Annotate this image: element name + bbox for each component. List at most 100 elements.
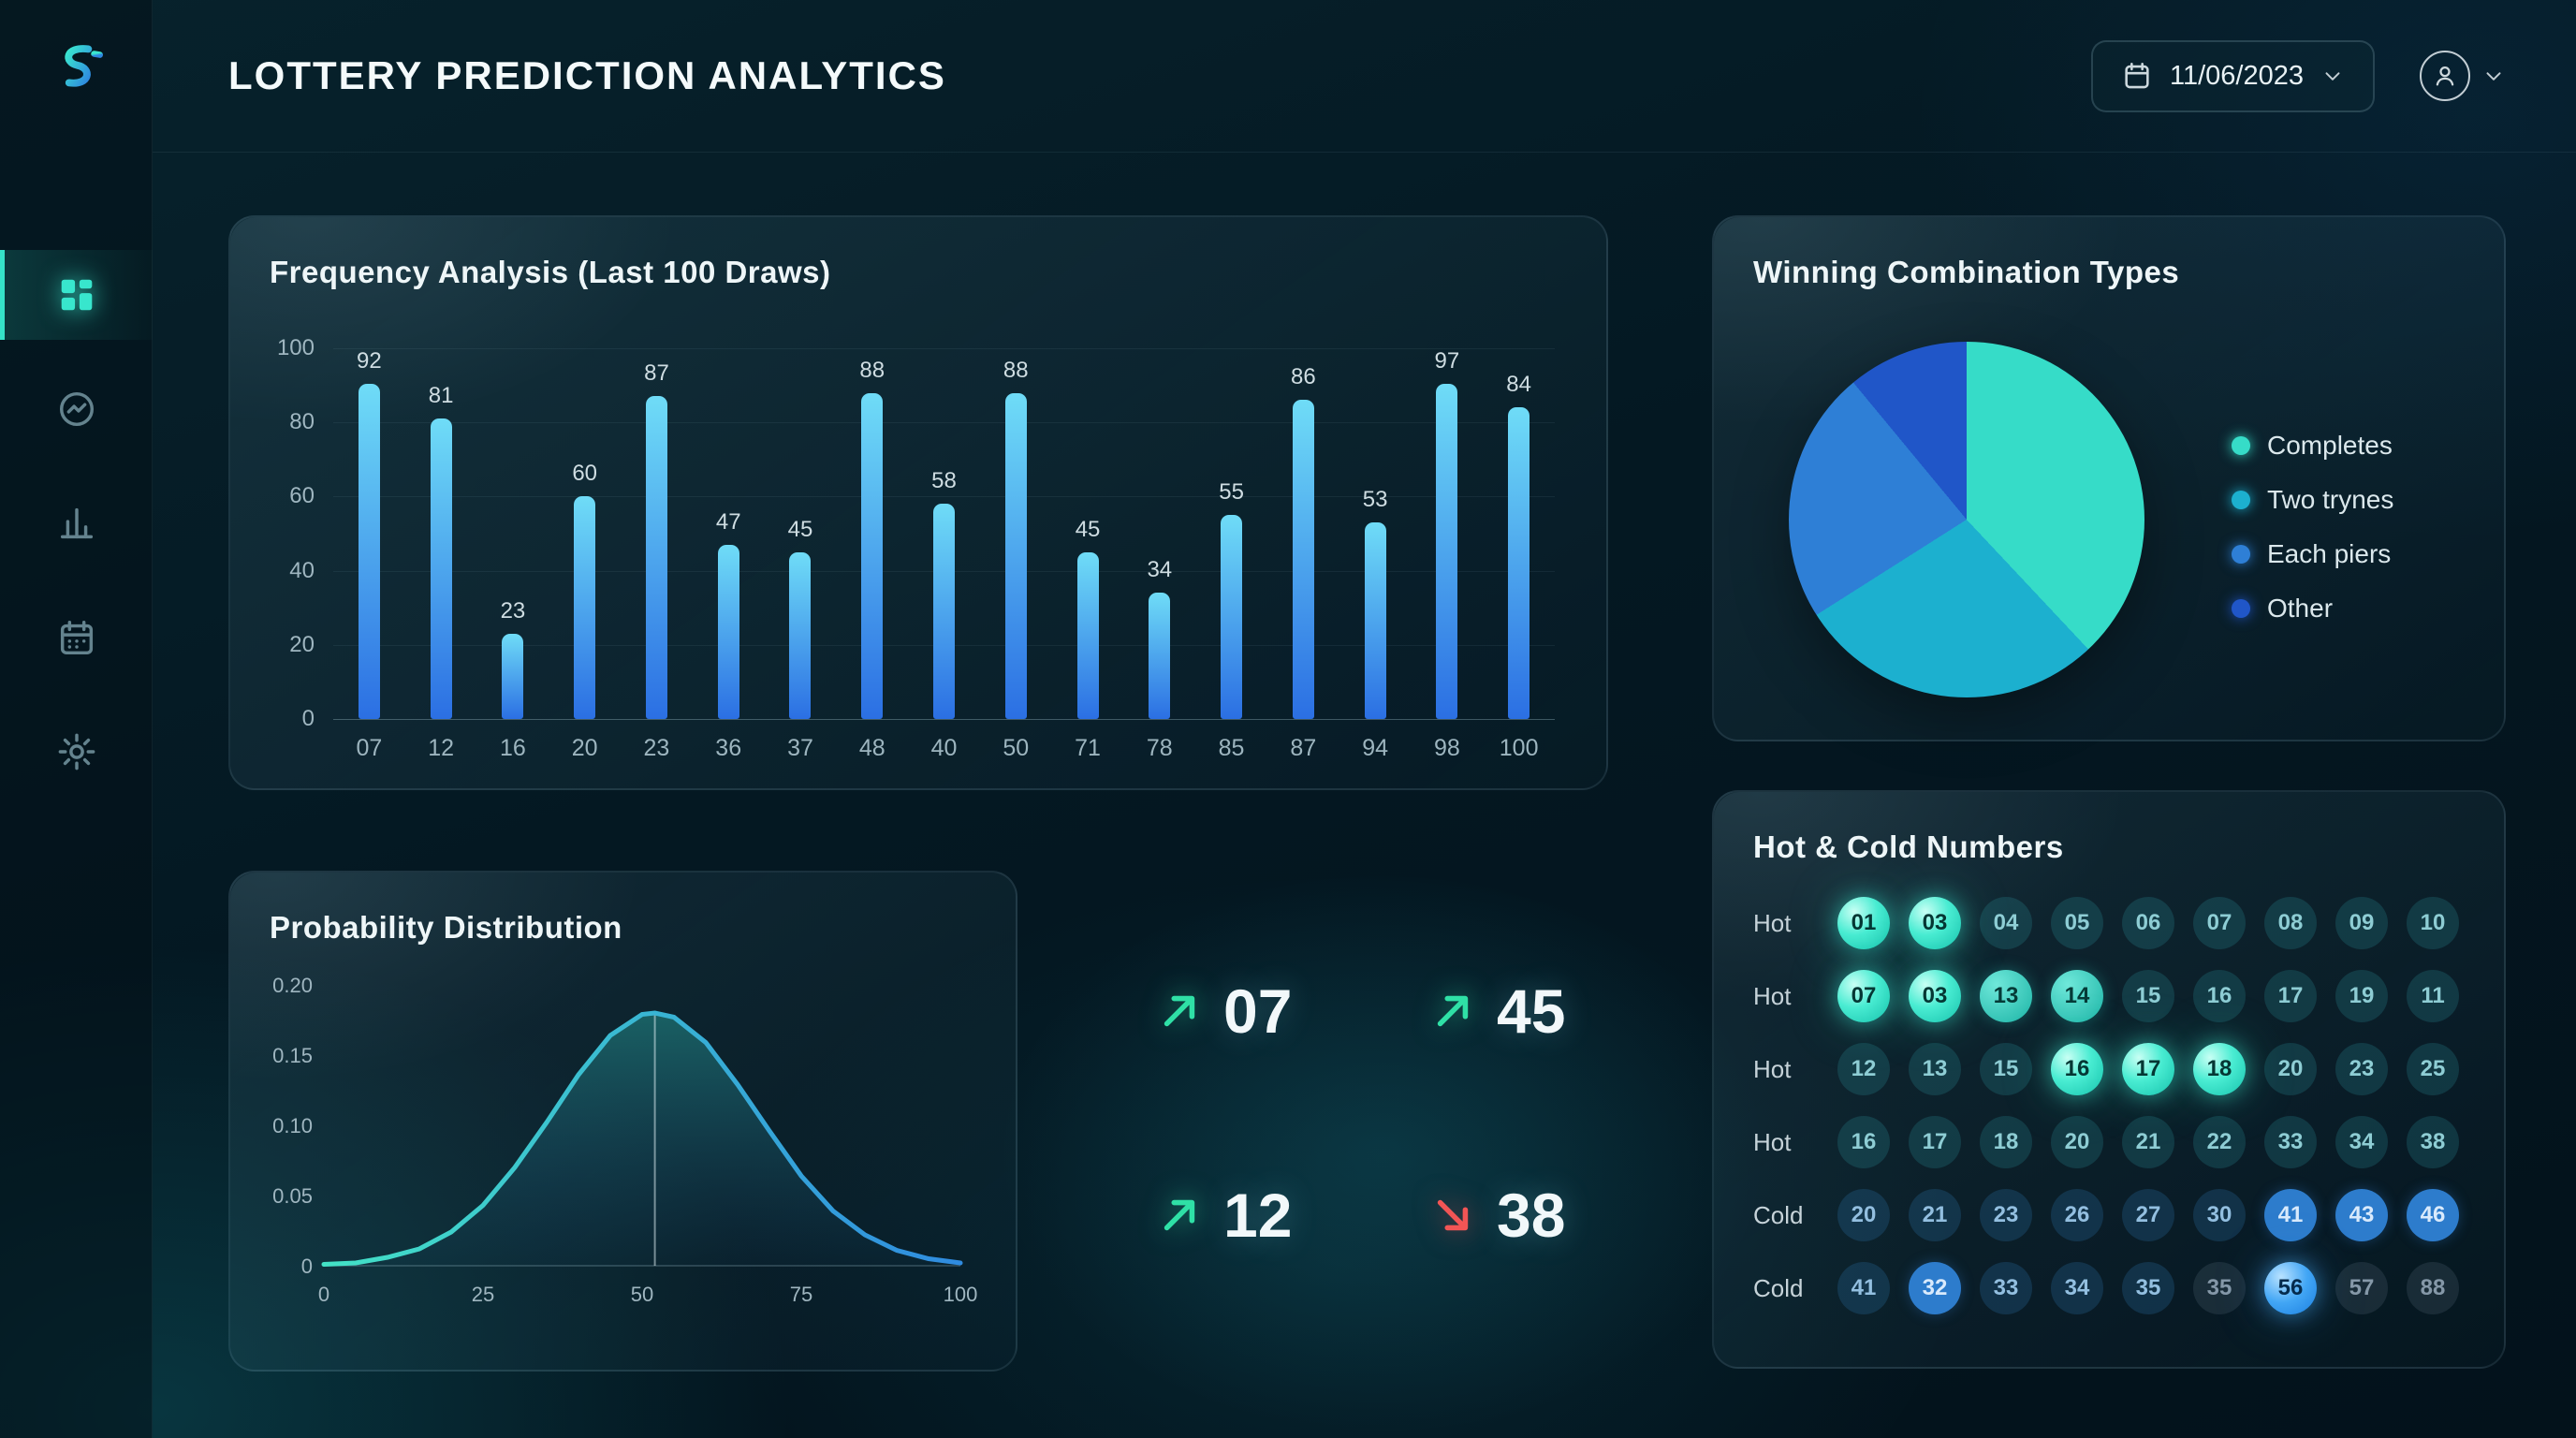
frequency-chart: 100 80 60 40 20 0 92 07 81 12 23 16 60 20 87 23 47 36 45 3… — [270, 335, 1555, 761]
number-chip-25[interactable]: 25 — [2407, 1043, 2459, 1095]
number-chip-32[interactable]: 32 — [1909, 1262, 1961, 1314]
number-chip-35[interactable]: 35 — [2193, 1262, 2246, 1314]
number-chip-41[interactable]: 41 — [2264, 1189, 2317, 1241]
number-chip-23[interactable]: 23 — [2335, 1043, 2388, 1095]
stat-value: 12 — [1223, 1181, 1293, 1250]
number-chip-26[interactable]: 26 — [2051, 1189, 2103, 1241]
bar — [1076, 551, 1099, 719]
bar — [502, 633, 524, 719]
number-chip-15[interactable]: 15 — [2122, 970, 2174, 1022]
bar-07: 92 07 — [333, 348, 405, 761]
number-chip-41[interactable]: 41 — [1837, 1262, 1890, 1314]
pie-legend: Completes Two trynes Each piers Other — [2232, 431, 2393, 648]
bar-category-label: 12 — [428, 735, 455, 761]
number-chip-30[interactable]: 30 — [2193, 1189, 2246, 1241]
svg-text:50: 50 — [631, 1283, 653, 1306]
number-chip-34[interactable]: 34 — [2335, 1116, 2388, 1168]
app-logo — [0, 37, 153, 103]
svg-text:0.10: 0.10 — [272, 1114, 313, 1137]
number-chip-16[interactable]: 16 — [1837, 1116, 1890, 1168]
sidebar-item-charts[interactable] — [0, 478, 153, 568]
bar-category-label: 85 — [1218, 735, 1245, 761]
legend-item: Each piers — [2232, 539, 2393, 569]
number-chip-01[interactable]: 01 — [1837, 897, 1890, 949]
number-chip-18[interactable]: 18 — [2193, 1043, 2246, 1095]
number-chip-12[interactable]: 12 — [1837, 1043, 1890, 1095]
number-chip-43[interactable]: 43 — [2335, 1189, 2388, 1241]
number-chip-22[interactable]: 22 — [2193, 1116, 2246, 1168]
stat-12: 12 — [1158, 1180, 1431, 1251]
number-chip-07[interactable]: 07 — [1837, 970, 1890, 1022]
number-chip-17[interactable]: 17 — [2122, 1043, 2174, 1095]
number-chip-05[interactable]: 05 — [2051, 897, 2103, 949]
number-chip-15[interactable]: 15 — [1980, 1043, 2032, 1095]
svg-text:0: 0 — [318, 1283, 329, 1306]
bar-category-label: 48 — [858, 735, 886, 761]
frequency-plot: 92 07 81 12 23 16 60 20 87 23 47 36 45 37 88 48 58 40 88 50… — [333, 348, 1555, 761]
user-menu[interactable] — [2420, 51, 2506, 101]
date-selector[interactable]: 11/06/2023 — [2091, 39, 2375, 112]
number-chip-17[interactable]: 17 — [1909, 1116, 1961, 1168]
sidebar-item-settings[interactable] — [0, 707, 153, 797]
hot-cold-card: Hot & Cold Numbers Hot 01 03 04 05 06 07 08 09 10… — [1712, 790, 2506, 1369]
number-chip-19[interactable]: 19 — [2335, 970, 2388, 1022]
number-chip-20[interactable]: 20 — [2051, 1116, 2103, 1168]
bar-value-label: 47 — [715, 508, 741, 535]
number-chip-03[interactable]: 03 — [1909, 897, 1961, 949]
legend-label: Other — [2267, 594, 2334, 623]
number-chip-38[interactable]: 38 — [2407, 1116, 2459, 1168]
number-chip-14[interactable]: 14 — [2051, 970, 2103, 1022]
y-tick-label: 0 — [301, 706, 315, 731]
number-chip-35[interactable]: 35 — [2122, 1262, 2174, 1314]
frequency-bars: 92 07 81 12 23 16 60 20 87 23 47 36 45 37 88 48 58 40 88 50… — [333, 348, 1555, 761]
number-chip-21[interactable]: 21 — [2122, 1116, 2174, 1168]
bar-chart-icon — [60, 507, 93, 539]
number-chip-13[interactable]: 13 — [1980, 970, 2032, 1022]
number-chip-20[interactable]: 20 — [2264, 1043, 2317, 1095]
bar-71: 45 71 — [1052, 348, 1124, 761]
number-chip-08[interactable]: 08 — [2264, 897, 2317, 949]
number-chip-57[interactable]: 57 — [2335, 1262, 2388, 1314]
trend-circle-icon — [59, 391, 94, 427]
number-chip-06[interactable]: 06 — [2122, 897, 2174, 949]
stat-38: 38 — [1431, 1180, 1705, 1251]
gridline — [333, 719, 1555, 720]
number-chip-13[interactable]: 13 — [1909, 1043, 1961, 1095]
number-chip-09[interactable]: 09 — [2335, 897, 2388, 949]
row-label: Cold — [1753, 1273, 1804, 1302]
sidebar — [0, 0, 153, 1438]
sidebar-item-dashboard[interactable] — [0, 250, 153, 340]
bar-value-label: 97 — [1434, 348, 1460, 374]
sidebar-item-analytics[interactable] — [0, 364, 153, 454]
stat-value: 07 — [1223, 976, 1293, 1046]
bar — [1292, 400, 1314, 719]
legend-dot — [2232, 436, 2250, 455]
bar-100: 84 100 — [1483, 348, 1555, 761]
number-chip-16[interactable]: 16 — [2051, 1043, 2103, 1095]
number-chip-20[interactable]: 20 — [1837, 1189, 1890, 1241]
number-chip-10[interactable]: 10 — [2407, 897, 2459, 949]
number-chip-16[interactable]: 16 — [2193, 970, 2246, 1022]
legend-item: Other — [2232, 594, 2393, 624]
number-chip-33[interactable]: 33 — [1980, 1262, 2032, 1314]
number-chip-11[interactable]: 11 — [2407, 970, 2459, 1022]
number-chip-03[interactable]: 03 — [1909, 970, 1961, 1022]
number-chip-46[interactable]: 46 — [2407, 1189, 2459, 1241]
bar-value-label: 23 — [500, 597, 526, 624]
number-chip-18[interactable]: 18 — [1980, 1116, 2032, 1168]
number-chip-04[interactable]: 04 — [1980, 897, 2032, 949]
number-chip-21[interactable]: 21 — [1909, 1189, 1961, 1241]
sidebar-item-calendar[interactable] — [0, 593, 153, 682]
number-chip-23[interactable]: 23 — [1980, 1189, 2032, 1241]
number-chip-88[interactable]: 88 — [2407, 1262, 2459, 1314]
bar — [861, 392, 884, 719]
number-chip-33[interactable]: 33 — [2264, 1116, 2317, 1168]
number-chip-56[interactable]: 56 — [2264, 1262, 2317, 1314]
frequency-analysis-card: Frequency Analysis (Last 100 Draws) 100 8… — [228, 215, 1608, 790]
number-chip-27[interactable]: 27 — [2122, 1189, 2174, 1241]
number-chip-07[interactable]: 07 — [2193, 897, 2246, 949]
number-chip-17[interactable]: 17 — [2264, 970, 2317, 1022]
number-chip-34[interactable]: 34 — [2051, 1262, 2103, 1314]
stat-45: 45 — [1431, 976, 1705, 1047]
chevron-down-icon — [2486, 72, 2501, 81]
